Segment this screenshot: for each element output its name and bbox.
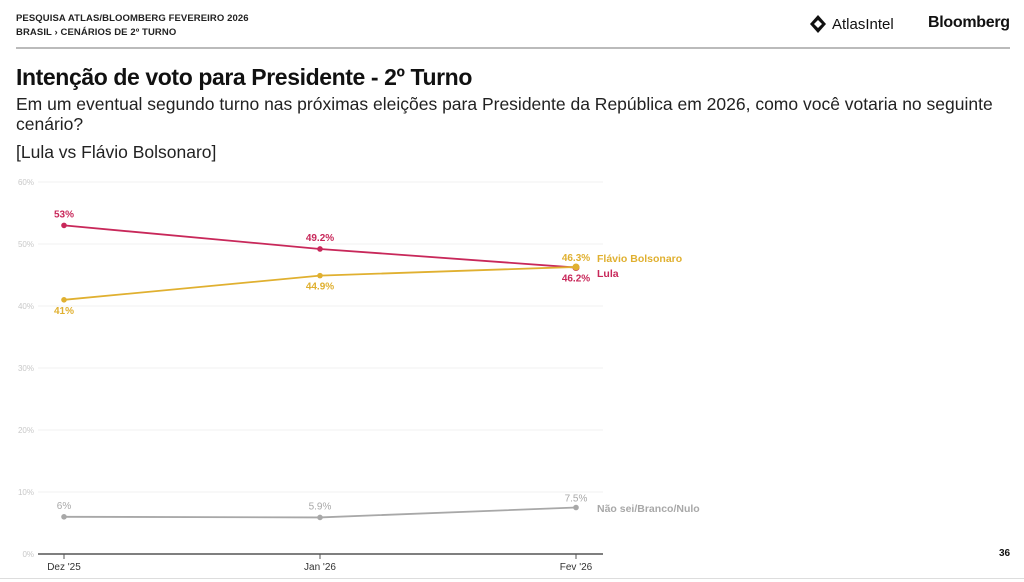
y-tick-label: 50% <box>18 240 34 249</box>
y-tick-label: 20% <box>18 426 34 435</box>
question-text: Em um eventual segundo turno nas próxima… <box>16 94 993 134</box>
atlas-diamond-icon <box>810 15 826 33</box>
data-label: 6% <box>57 501 72 512</box>
footer-divider <box>0 578 1024 579</box>
data-point <box>61 297 67 303</box>
data-label: 41% <box>54 306 74 317</box>
atlasintel-logo: AtlasIntel <box>808 14 894 34</box>
data-point <box>573 504 579 511</box>
y-tick-label: 40% <box>18 302 34 311</box>
series-name-label: Flávio Bolsonaro <box>597 253 682 265</box>
data-point <box>61 222 67 229</box>
data-point <box>61 514 67 520</box>
atlas-logo-text: AtlasIntel <box>832 15 894 33</box>
y-tick-label: 0% <box>22 550 34 559</box>
page-number: 36 <box>999 548 1011 559</box>
x-tick-label: Dez '25 <box>47 562 81 573</box>
y-tick-label: 60% <box>18 178 34 187</box>
data-point <box>317 514 323 521</box>
data-label: 46.2% <box>562 274 590 285</box>
data-point <box>572 263 580 271</box>
data-label: 46.3% <box>562 253 590 264</box>
breadcrumb: BRASIL › CENÁRIOS DE 2º TURNO <box>16 27 177 38</box>
survey-title: PESQUISA ATLAS/BLOOMBERG FEVEREIRO 2026 <box>16 13 249 24</box>
series-name-label: Não sei/Branco/Nulo <box>597 503 700 515</box>
x-tick-label: Jan '26 <box>304 562 336 573</box>
y-tick-label: 30% <box>18 364 34 373</box>
x-tick-label: Fev '26 <box>560 562 593 573</box>
data-label: 49.2% <box>306 233 334 244</box>
scenario-label: [Lula vs Flávio Bolsonaro] <box>16 142 217 162</box>
bloomberg-logo: Bloomberg <box>928 14 1010 31</box>
page-title: Intenção de voto para Presidente - 2º Tu… <box>16 64 472 90</box>
data-label: 5.9% <box>309 501 332 512</box>
data-label: 7.5% <box>565 494 588 505</box>
data-point <box>317 246 323 252</box>
series-name-label: Lula <box>597 268 619 280</box>
data-label: 53% <box>54 209 74 220</box>
data-point <box>317 272 323 279</box>
header-divider <box>16 47 1010 49</box>
y-tick-label: 10% <box>18 488 34 497</box>
data-label: 44.9% <box>306 282 334 293</box>
